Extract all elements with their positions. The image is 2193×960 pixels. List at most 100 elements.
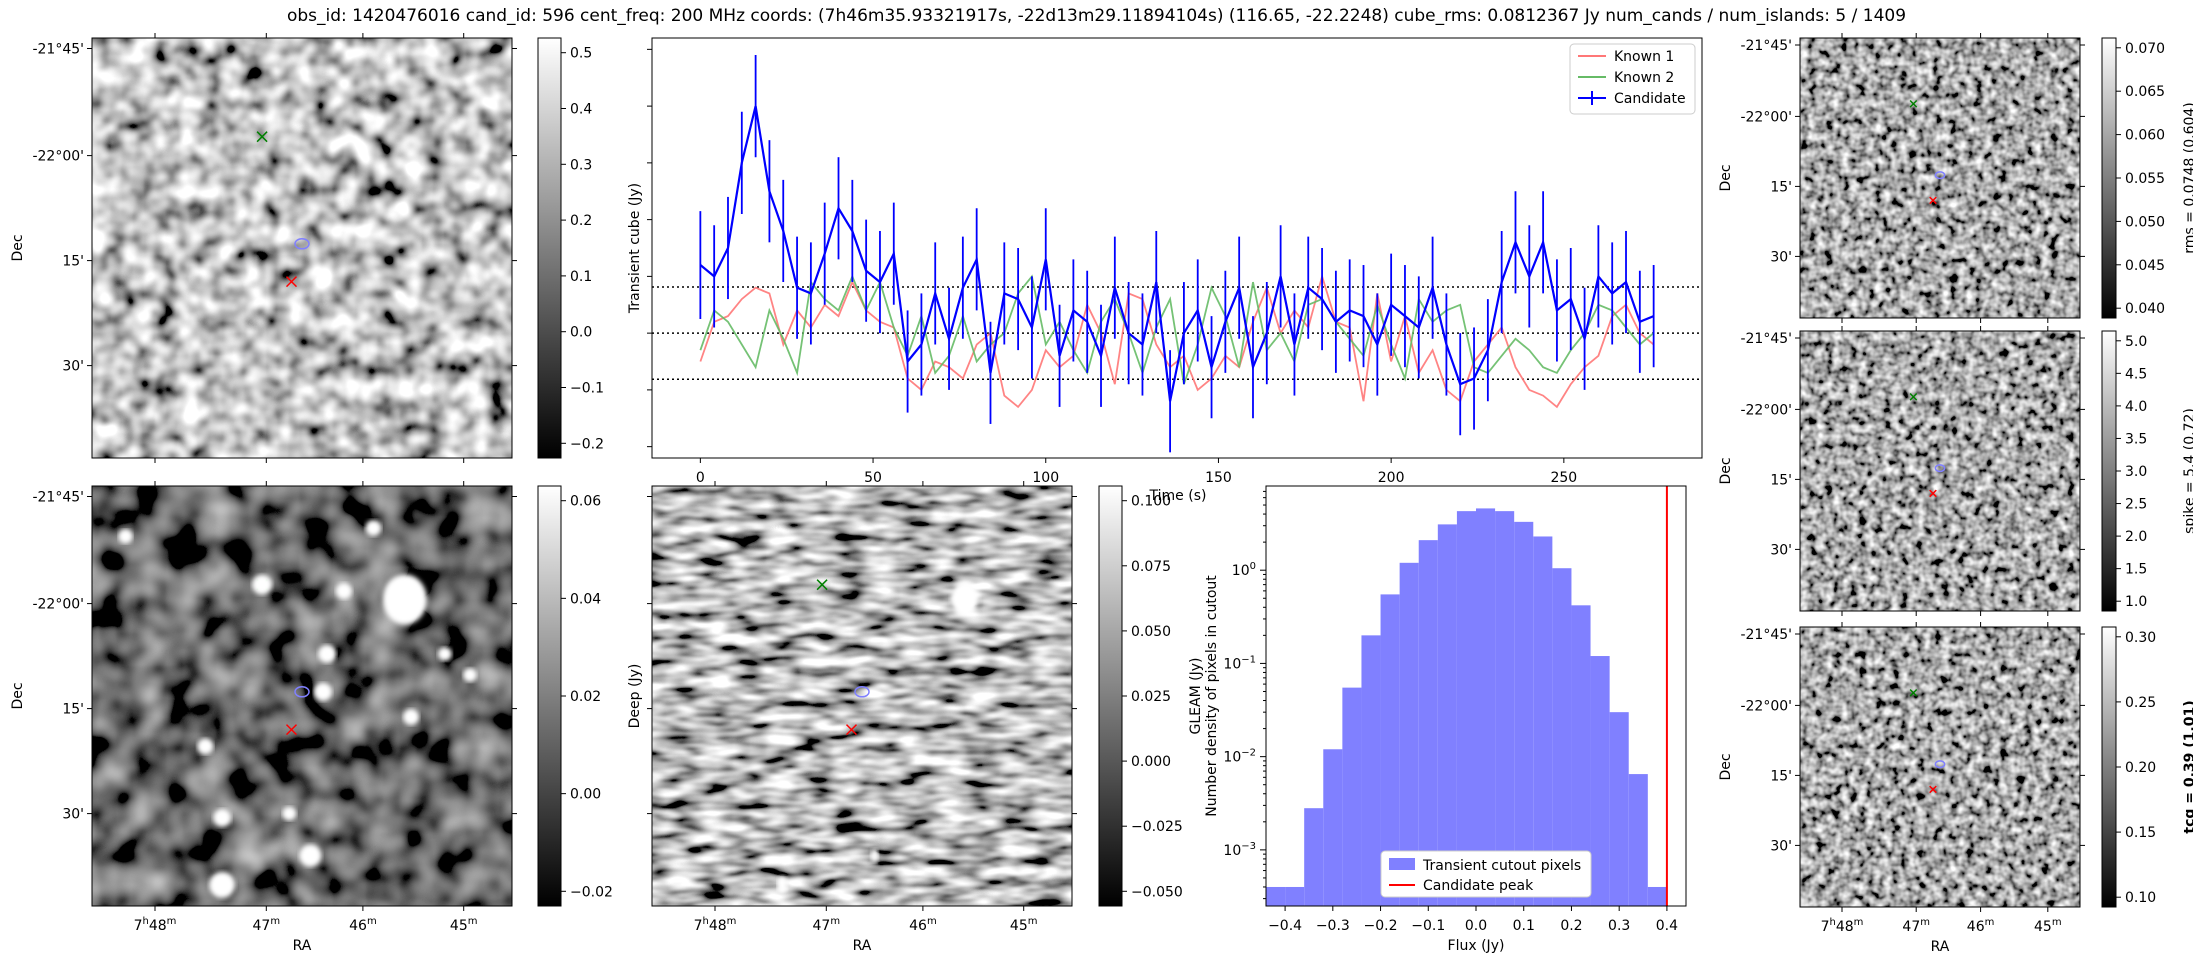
ra-tick-label: 45m <box>2034 917 2062 935</box>
candidate-ellipse <box>294 238 310 250</box>
ra-tick-label: 47m <box>1902 917 1930 935</box>
deep-image <box>92 486 512 906</box>
gleam-colorbar-gradient <box>1098 485 1123 907</box>
histogram-bar <box>1476 508 1496 906</box>
lightcurve-xtick-label: 200 <box>1378 470 1405 486</box>
candidate-marker <box>1929 785 1937 794</box>
lightcurve-chart: 0 50 100 150 200 250 Time (s) Known 1 Known 2 Can… <box>647 37 1703 504</box>
lightcurve-xlabel: Time (s) <box>1149 488 1207 504</box>
histogram-bar <box>1342 687 1362 906</box>
transient-frame <box>91 37 513 459</box>
legend-swatch-hist <box>1389 858 1415 870</box>
histogram-xtick-label: −0.1 <box>1411 918 1445 934</box>
series-line-known-1 <box>699 273 1655 409</box>
dec-tick-label: -21°45' <box>1740 627 1792 643</box>
colorbar-tick-label: 2.0 <box>2125 529 2147 545</box>
colorbar-tick-label: 0.050 <box>2125 214 2165 230</box>
legend-label: Transient cutout pixels <box>1422 858 1581 874</box>
ra-tick-label: 46m <box>1967 917 1995 935</box>
radio-source <box>336 583 352 599</box>
ra-tick-label: 46m <box>909 916 937 934</box>
histogram-bar <box>1571 605 1591 906</box>
spike-colorbar: 5.0 4.5 4.0 3.5 3.0 2.5 2.0 1.5 1.0 spike = 5.4 (… <box>2101 330 2193 612</box>
histogram-bar <box>1609 712 1629 906</box>
transient-panel: -21°45' -22°00' 15' 30' Dec <box>10 33 517 463</box>
colorbar-tick-label: −0.025 <box>1131 819 1183 835</box>
dec-tick-label: 15' <box>62 702 84 718</box>
dec-tick-label: -22°00' <box>32 597 84 613</box>
gleam-colorbar-label: GLEAM (Jy) <box>1188 658 1204 735</box>
tcg-colorbar: 0.30 0.25 0.20 0.15 0.10 tcg = 0.39 (1.01) <box>2101 626 2193 908</box>
colorbar-tick-label: 1.0 <box>2125 594 2147 610</box>
dec-axis-label: Dec <box>10 682 26 709</box>
legend-label: Known 1 <box>1614 49 1674 65</box>
histogram-xtick-label: 0.1 <box>1513 918 1535 934</box>
radio-source <box>403 709 420 725</box>
lightcurve-xtick-label: 100 <box>1032 470 1059 486</box>
known-source-marker <box>256 131 268 143</box>
colorbar-tick-label: 3.5 <box>2125 431 2147 447</box>
rms-colorbar-gradient <box>2101 37 2117 319</box>
histogram-bar <box>1495 511 1515 906</box>
gleam-source <box>777 876 788 894</box>
known-source-marker <box>1909 99 1918 108</box>
histogram-xtick-label: −0.3 <box>1316 918 1350 934</box>
candidate-marker <box>1929 489 1937 498</box>
colorbar-tick-label: 1.5 <box>2125 562 2147 578</box>
histogram-bar <box>1590 656 1610 906</box>
dec-tick-label: 30' <box>1770 249 1792 265</box>
colorbar-tick-label: 0.02 <box>570 689 601 705</box>
series-line-known-2 <box>699 274 1655 385</box>
candidate-marker <box>285 724 298 736</box>
dec-tick-label: 30' <box>1770 838 1792 854</box>
histogram-xtick-label: 0.2 <box>1560 918 1582 934</box>
histogram-bar <box>1399 562 1419 906</box>
ra-tick-label: 7h48m <box>1821 917 1864 935</box>
gleam-image <box>652 486 1072 906</box>
tcg-colorbar-gradient <box>2101 626 2117 908</box>
colorbar-tick-label: 0.075 <box>1131 559 1171 575</box>
rms-frame <box>1799 37 2081 319</box>
ra-tick-label: 47m <box>813 916 841 934</box>
dec-axis-label: Dec <box>1718 164 1734 191</box>
histogram-ytick-label: 10−1 <box>1223 654 1256 672</box>
histogram-xtick-label: 0.0 <box>1465 918 1487 934</box>
histogram-bar <box>1323 749 1343 906</box>
rms-colorbar-label: rms = 0.0748 (0.604) <box>2182 102 2193 254</box>
radio-source <box>197 738 214 755</box>
radio-source <box>209 872 236 898</box>
deep-colorbar: 0.06 0.04 0.02 0.00 −0.02 Deep (Jy) <box>537 485 643 907</box>
colorbar-tick-label: 0.065 <box>2125 84 2165 100</box>
colorbar-tick-label: 0.06 <box>570 494 601 510</box>
colorbar-tick-label: 0.070 <box>2125 41 2165 57</box>
colorbar-tick-label: 0.3 <box>570 157 592 173</box>
histogram-ylabel: Number density of pixels in cutout <box>1204 575 1220 817</box>
colorbar-tick-label: −0.050 <box>1131 884 1183 900</box>
known-source-marker <box>1909 688 1918 697</box>
lightcurve-xtick-label: 50 <box>864 470 882 486</box>
dec-tick-label: -22°00' <box>1740 402 1792 418</box>
gleam-source <box>950 581 979 618</box>
colorbar-tick-label: 0.040 <box>2125 301 2165 317</box>
ra-tick-label: 45m <box>450 916 478 934</box>
rms-colorbar: 0.070 0.065 0.060 0.055 0.050 0.045 0.040 rms =… <box>2101 37 2193 319</box>
candidate-ellipse <box>1934 171 1946 180</box>
ra-axis-label: RA <box>293 938 312 954</box>
legend-label: Candidate <box>1614 91 1686 107</box>
figure-title: obs_id: 1420476016 cand_id: 596 cent_fre… <box>286 6 1907 26</box>
colorbar-tick-label: 0.20 <box>2125 760 2156 776</box>
colorbar-tick-label: 0.100 <box>1131 494 1171 510</box>
dec-axis-label: Dec <box>1718 457 1734 484</box>
tcg-colorbar-label: tcg = 0.39 (1.01) <box>2182 700 2193 833</box>
dec-tick-label: -22°00' <box>1740 109 1792 125</box>
legend-label: Known 2 <box>1614 70 1674 86</box>
candidate-marker <box>845 724 858 736</box>
histogram-bar <box>1552 568 1572 906</box>
transient-colorbar: 0.5 0.4 0.3 0.2 0.1 0.0 −0.1 −0.2 Transient cube… <box>537 37 643 459</box>
gleam-colorbar: 0.100 0.075 0.050 0.025 0.000 −0.025 −0.050 GLE… <box>1098 485 1204 907</box>
candidate-ellipse <box>294 686 310 698</box>
spike-colorbar-gradient <box>2101 330 2117 612</box>
dec-tick-label: 30' <box>1770 542 1792 558</box>
ra-tick-label: 7h48m <box>134 916 177 934</box>
spike-panel: -21°45' -22°00' 15' 30' Dec <box>1718 326 2085 616</box>
